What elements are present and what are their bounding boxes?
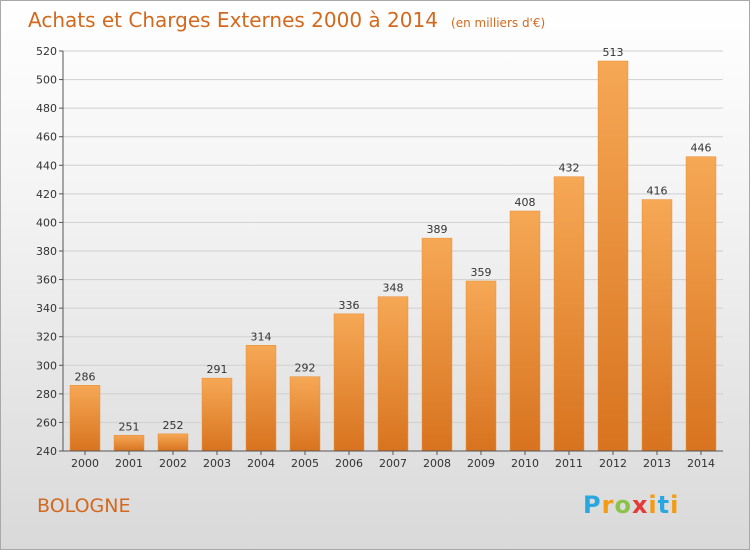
bar [421,237,453,452]
bar-value-label: 292 [295,362,316,375]
x-tick-label: 2006 [335,457,363,470]
bar-value-label: 252 [163,419,184,432]
y-tick-label: 340 [36,302,57,315]
bar-value-label: 513 [603,46,624,59]
bar-value-label: 408 [515,196,536,209]
proxiti-logo: Proxiti [583,491,679,519]
y-tick-label: 240 [36,445,57,458]
x-tick-label: 2003 [203,457,231,470]
bar [289,376,321,452]
bar [377,296,409,452]
x-tick-label: 2005 [291,457,319,470]
y-tick-label: 320 [36,331,57,344]
bar-value-label: 432 [559,162,580,175]
bar [113,435,145,452]
bar [465,280,497,452]
bar-value-label: 314 [251,330,272,343]
bar [157,433,189,452]
y-tick-label: 380 [36,245,57,258]
y-tick-label: 260 [36,416,57,429]
bar [201,377,233,452]
x-tick-label: 2001 [115,457,143,470]
y-tick-label: 400 [36,216,57,229]
chart-unit: (en milliers d'€) [451,16,546,30]
x-tick-label: 2009 [467,457,495,470]
bar-value-label: 446 [691,142,712,155]
x-tick-label: 2013 [643,457,671,470]
chart-title: Achats et Charges Externes 2000 à 2014 (… [28,8,545,32]
logo-letter: i [670,491,680,519]
bar-value-label: 251 [119,420,140,433]
logo-letter: i [648,491,658,519]
bar-value-label: 348 [383,282,404,295]
place-name: BOLOGNE [37,495,131,517]
bar [509,210,541,452]
x-tick-label: 2000 [71,457,99,470]
x-tick-label: 2002 [159,457,187,470]
logo-letter: t [657,491,671,519]
bar [245,345,277,452]
y-tick-label: 440 [36,159,57,172]
bar-value-label: 336 [339,299,360,312]
y-tick-label: 500 [36,74,57,87]
x-tick-label: 2007 [379,457,407,470]
x-tick-label: 2011 [555,457,583,470]
x-tick-label: 2004 [247,457,275,470]
logo-letter: r [601,491,615,519]
y-tick-label: 280 [36,388,57,401]
bar [597,60,629,452]
bar-value-label: 286 [75,370,96,383]
y-tick-label: 300 [36,359,57,372]
y-tick-label: 360 [36,274,57,287]
bar [553,176,585,452]
x-tick-label: 2010 [511,457,539,470]
x-tick-label: 2012 [599,457,627,470]
logo-letter: x [631,491,649,519]
logo-letter: P [583,491,602,519]
bar [641,199,673,452]
logo-letter: o [614,491,632,519]
y-tick-label: 460 [36,131,57,144]
y-tick-label: 480 [36,102,57,115]
y-tick-label: 420 [36,188,57,201]
bar [333,313,365,452]
bar-value-label: 359 [471,266,492,279]
bar [69,385,101,452]
x-tick-label: 2014 [687,457,715,470]
bar [685,156,717,452]
y-tick-label: 520 [36,45,57,58]
bar-value-label: 389 [427,223,448,236]
chart-title-text: Achats et Charges Externes 2000 à 2014 [28,8,438,32]
bar-value-label: 291 [207,363,228,376]
x-tick-label: 2008 [423,457,451,470]
bar-value-label: 416 [647,185,668,198]
